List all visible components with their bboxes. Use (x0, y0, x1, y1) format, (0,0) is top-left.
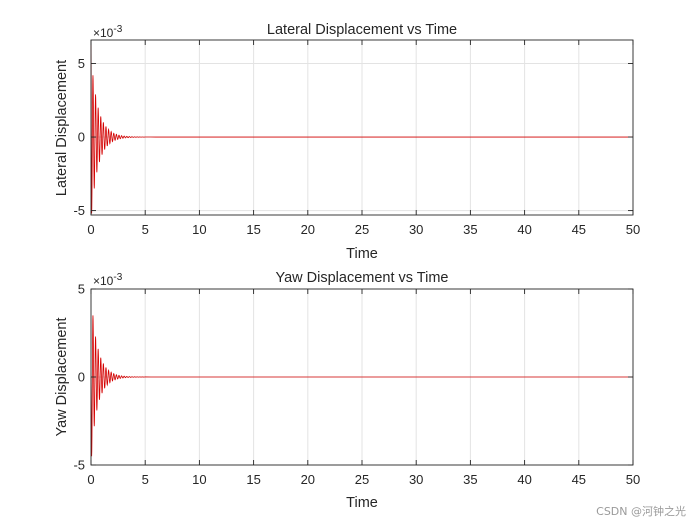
lateral-y-tick-label: -5 (73, 203, 85, 218)
lateral-x-tick-label: 15 (246, 222, 260, 237)
yaw-x-tick-label: 0 (87, 472, 94, 487)
yaw-x-tick-label: 35 (463, 472, 477, 487)
yaw-displacement-axes: Yaw Displacement vs Time ×10-3 0 5 10 15 20 2… (54, 270, 640, 511)
yaw-x-tick-label: 20 (301, 472, 315, 487)
yaw-tick-marks (90, 288, 634, 466)
lateral-plot-title: Lateral Displacement vs Time (267, 22, 457, 38)
lateral-x-axis-label: Time (346, 246, 378, 262)
lateral-x-tick-label: 10 (192, 222, 206, 237)
yaw-plot-title: Yaw Displacement vs Time (276, 270, 449, 286)
lateral-x-tick-label: 45 (572, 222, 586, 237)
yaw-x-tick-label: 30 (409, 472, 423, 487)
lateral-x-tick-label: 40 (517, 222, 531, 237)
lateral-displacement-axes: Lateral Displacement vs Time ×10-3 0 5 10 1… (54, 22, 640, 262)
yaw-x-tick-label: 45 (572, 472, 586, 487)
yaw-y-tick-label: -5 (73, 458, 85, 473)
yaw-x-tick-label: 50 (626, 472, 640, 487)
lateral-x-tick-label: 30 (409, 222, 423, 237)
lateral-x-tick-labels: 0 5 10 15 20 25 30 35 40 45 50 (87, 222, 640, 237)
lateral-y-axis-label: Lateral Displacement (54, 60, 70, 196)
yaw-y-tick-labels: -5 0 5 (73, 282, 85, 473)
lateral-x-tick-label: 5 (142, 222, 149, 237)
yaw-x-tick-label: 25 (355, 472, 369, 487)
yaw-y-tick-label: 0 (78, 370, 85, 385)
lateral-y-exponent: ×10-3 (93, 24, 123, 40)
yaw-x-tick-label: 40 (517, 472, 531, 487)
lateral-x-tick-label: 20 (301, 222, 315, 237)
lateral-x-tick-label: 50 (626, 222, 640, 237)
lateral-x-tick-label: 35 (463, 222, 477, 237)
watermark: CSDN @河钟之光 (596, 505, 686, 518)
yaw-x-tick-label: 5 (142, 472, 149, 487)
yaw-y-exponent: ×10-3 (93, 272, 123, 288)
yaw-x-tick-label: 15 (246, 472, 260, 487)
lateral-y-tick-label: 5 (78, 56, 85, 71)
yaw-x-tick-label: 10 (192, 472, 206, 487)
lateral-tick-marks (90, 40, 634, 215)
yaw-y-axis-label: Yaw Displacement (54, 317, 70, 436)
lateral-gridlines (90, 40, 634, 215)
lateral-displacement-line (90, 40, 633, 214)
lateral-x-tick-label: 0 (87, 222, 94, 237)
yaw-x-axis-label: Time (346, 495, 378, 511)
lateral-y-tick-labels: -5 0 5 (73, 56, 85, 218)
yaw-displacement-line (90, 315, 633, 457)
yaw-x-tick-labels: 0 5 10 15 20 25 30 35 40 45 50 (87, 472, 640, 487)
lateral-x-tick-label: 25 (355, 222, 369, 237)
yaw-y-tick-label: 5 (78, 282, 85, 297)
lateral-y-tick-label: 0 (78, 130, 85, 145)
